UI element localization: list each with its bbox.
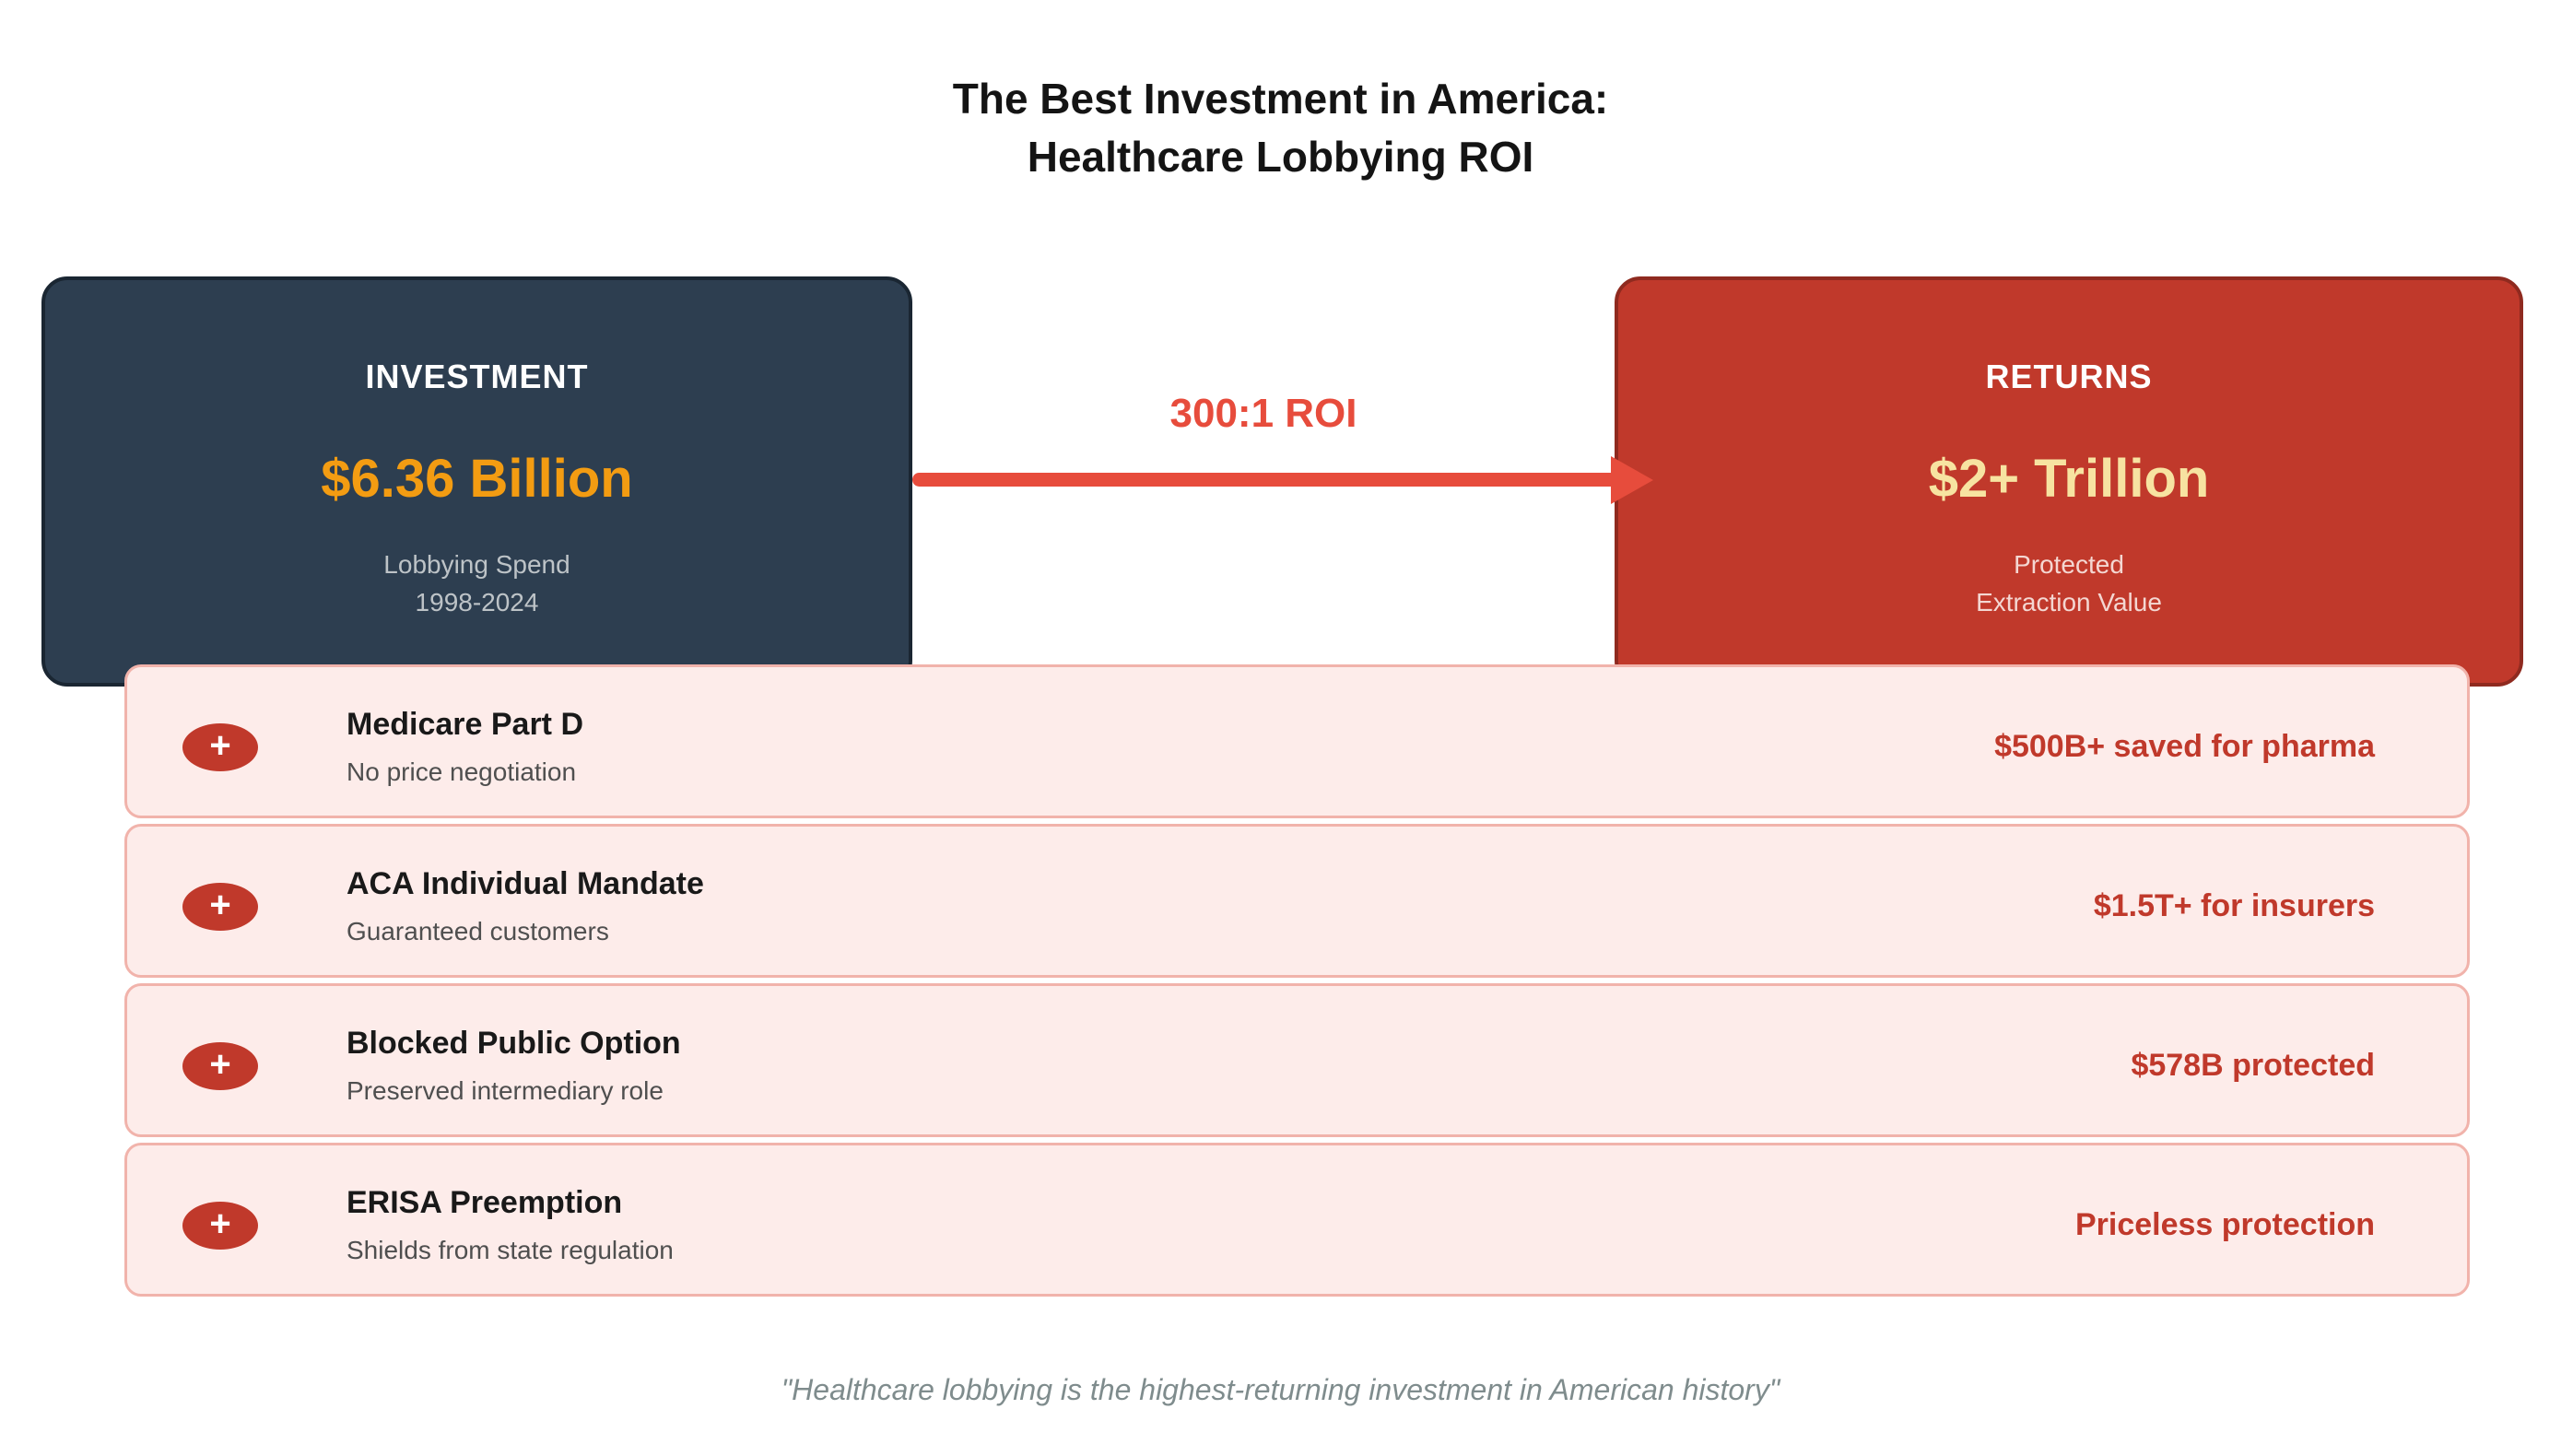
investment-box: INVESTMENT $6.36 Billion Lobbying Spend … (41, 276, 912, 687)
returns-amount: $2+ Trillion (1928, 449, 2210, 509)
investment-heading: INVESTMENT (365, 358, 589, 395)
plus-icon: + (182, 882, 258, 931)
plus-icon: + (182, 1041, 258, 1090)
mechanism-text: ERISA Preemption Shields from state regu… (347, 1185, 674, 1265)
mechanism-value: $578B protected (2131, 1048, 2375, 1083)
page-title-line2: Healthcare Lobbying ROI (1027, 133, 1534, 182)
investment-subtitle-line2: 1998-2024 (415, 587, 539, 616)
page-title-line1: The Best Investment in America: (952, 75, 1609, 123)
mechanism-row-blocked-public-option: + Blocked Public Option Preserved interm… (124, 983, 2470, 1137)
mechanism-subtitle: Guaranteed customers (347, 917, 609, 945)
mechanism-title: ERISA Preemption (347, 1185, 623, 1220)
mechanism-subtitle: Preserved intermediary role (347, 1076, 664, 1105)
investment-subtitle: Lobbying Spend 1998-2024 (383, 546, 570, 621)
mechanism-value: Priceless protection (2074, 1207, 2375, 1242)
returns-heading: RETURNS (1985, 358, 2153, 395)
mechanism-subtitle: No price negotiation (347, 757, 577, 786)
returns-box: RETURNS $2+ Trillion Protected Extractio… (1615, 276, 2523, 687)
mechanism-text: ACA Individual Mandate Guaranteed custom… (347, 866, 704, 946)
mechanism-row-erisa-preemption: + ERISA Preemption Shields from state re… (124, 1143, 2470, 1297)
plus-icon: + (182, 1201, 258, 1250)
mechanism-text: Medicare Part D No price negotiation (347, 707, 583, 787)
mechanism-list: + Medicare Part D No price negotiation $… (124, 664, 2470, 1302)
roi-label: 300:1 ROI (1169, 391, 1357, 436)
mechanism-title: Medicare Part D (347, 707, 583, 742)
roi-arrow-head-icon (1611, 456, 1653, 504)
mechanism-title: Blocked Public Option (347, 1026, 681, 1061)
mechanism-text: Blocked Public Option Preserved intermed… (347, 1026, 681, 1106)
investment-subtitle-line1: Lobbying Spend (383, 550, 570, 579)
mechanism-title: ACA Individual Mandate (347, 866, 704, 901)
mechanism-row-medicare-part-d: + Medicare Part D No price negotiation $… (124, 664, 2470, 818)
page-title: The Best Investment in America: Healthca… (0, 70, 2561, 187)
mechanism-row-aca-individual-mandate: + ACA Individual Mandate Guaranteed cust… (124, 824, 2470, 978)
returns-subtitle: Protected Extraction Value (1976, 546, 2162, 621)
mechanism-subtitle: Shields from state regulation (347, 1236, 674, 1264)
roi-arrow-line (912, 473, 1615, 487)
returns-subtitle-line2: Extraction Value (1976, 587, 2162, 616)
mechanism-value: $1.5T+ for insurers (2093, 888, 2375, 923)
footer-quote: "Healthcare lobbying is the highest-retu… (781, 1373, 1780, 1406)
returns-subtitle-line1: Protected (2014, 550, 2124, 579)
mechanism-value: $500B+ saved for pharma (1994, 729, 2375, 764)
investment-amount: $6.36 Billion (321, 449, 633, 509)
plus-icon: + (182, 722, 258, 771)
